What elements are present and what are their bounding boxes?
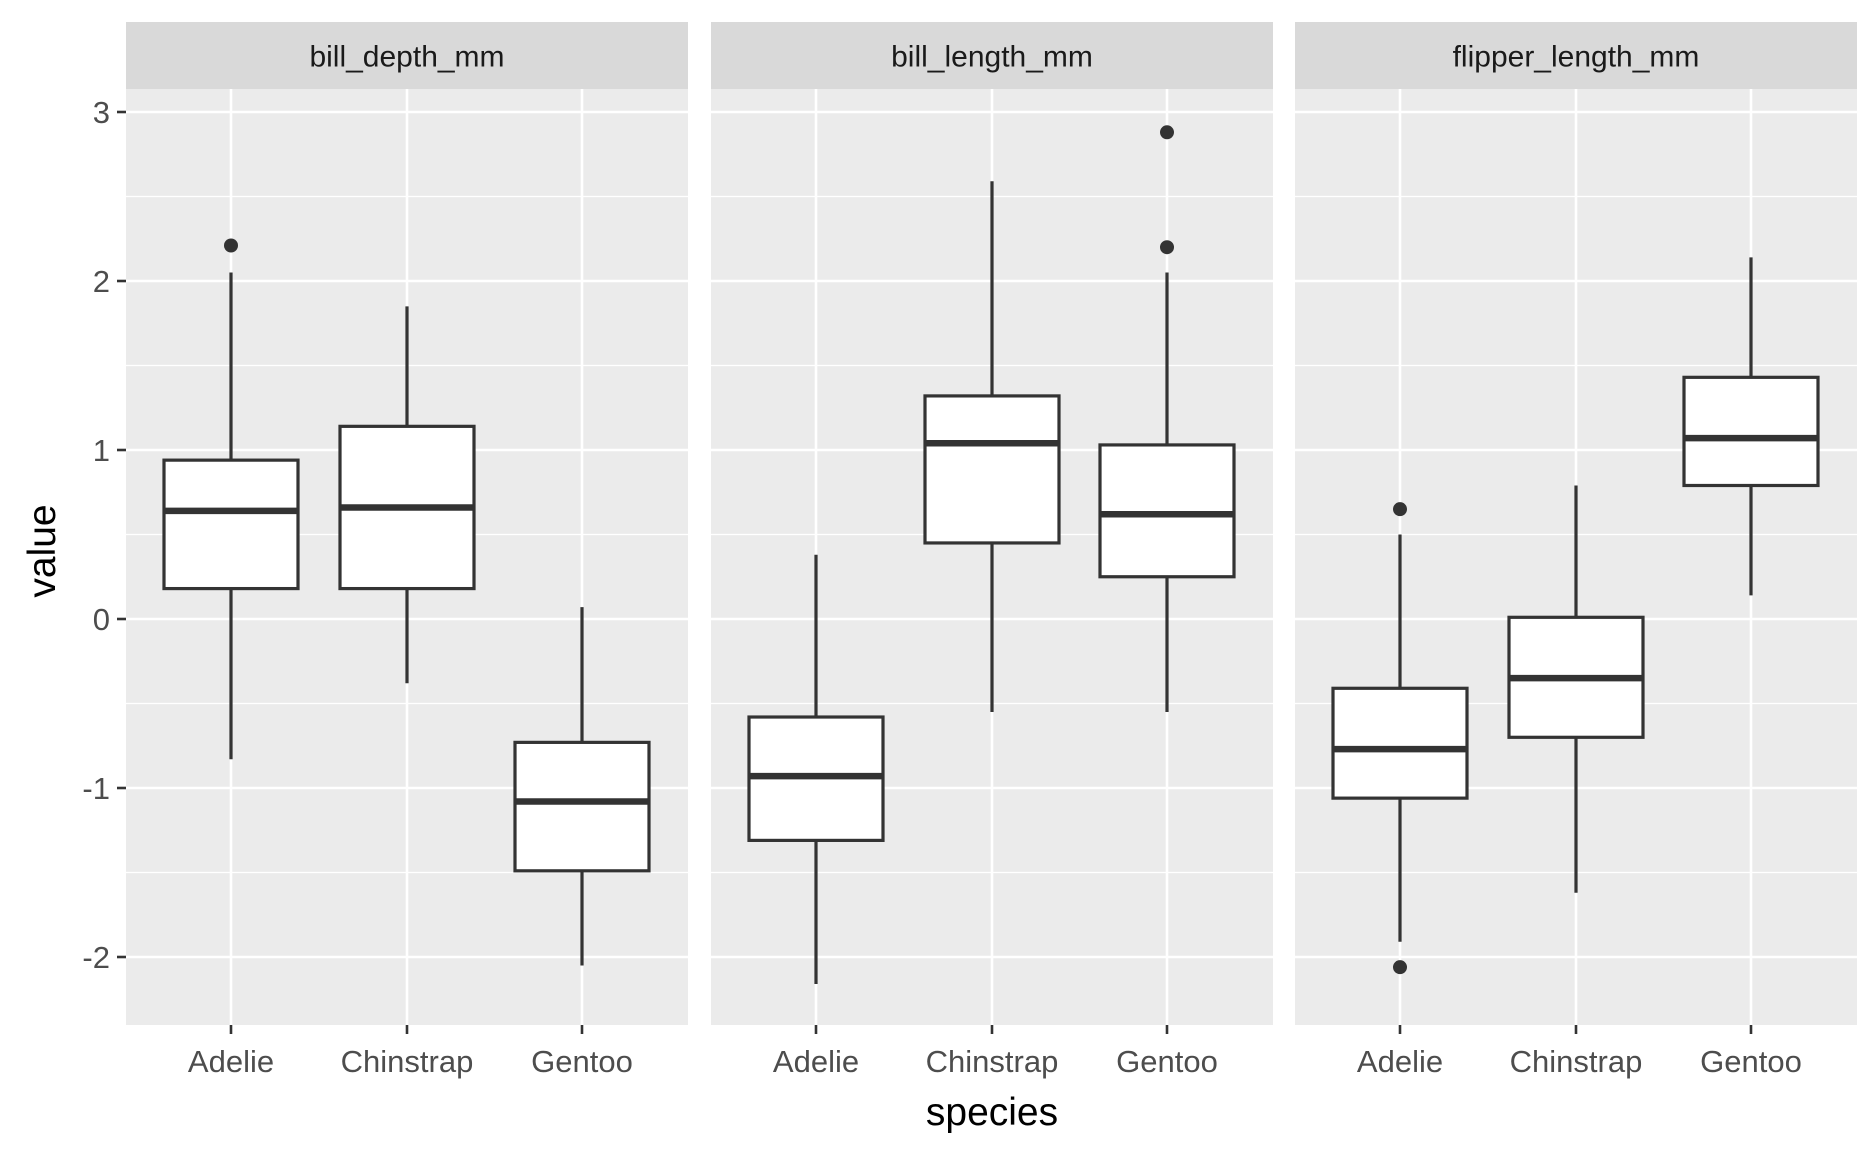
facet-panel-flipper_length_mm: flipper_length_mm Adelie Chinstrap Gentoo — [1295, 22, 1857, 1079]
iqr-box — [1331, 686, 1469, 800]
y-tick-label: -1 — [82, 771, 110, 806]
box-gentoo — [1098, 125, 1236, 712]
box-adelie — [162, 238, 300, 760]
iqr-box — [1098, 443, 1236, 579]
facet-strip-label: flipper_length_mm — [1453, 41, 1700, 74]
box-chinstrap — [1507, 485, 1645, 893]
x-tick-label: Chinstrap — [341, 1044, 474, 1079]
facet-strip — [711, 22, 1273, 89]
x-tick-label: Chinstrap — [1510, 1044, 1643, 1079]
outlier-point — [224, 238, 238, 253]
y-tick-label: 0 — [93, 602, 110, 637]
y-axis-title: value — [21, 504, 64, 597]
y-tick-label: 2 — [93, 264, 110, 299]
x-tick-label: Adelie — [773, 1044, 859, 1079]
facet-strip — [1295, 22, 1857, 89]
iqr-box — [162, 458, 300, 591]
box-chinstrap — [338, 306, 476, 684]
facet-strip-label: bill_depth_mm — [309, 41, 504, 74]
box-adelie — [747, 554, 885, 985]
box-chinstrap — [923, 181, 1061, 712]
outlier-point — [1393, 502, 1407, 517]
box-gentoo — [513, 607, 651, 966]
box-gentoo — [1682, 257, 1820, 596]
y-tick-label: 1 — [93, 433, 110, 468]
facet-strip-label: bill_length_mm — [891, 41, 1093, 74]
y-tick-label: 3 — [93, 95, 110, 130]
x-tick-label: Gentoo — [1700, 1044, 1802, 1079]
facet-panel-bill_length_mm: bill_length_mm Adelie Chinstrap Gentoo — [711, 22, 1273, 1079]
y-axis: 3 2 1 0 -1 -2 — [82, 95, 126, 975]
facet-strip — [126, 22, 688, 89]
x-axis-title: species — [926, 1091, 1058, 1134]
iqr-box — [923, 394, 1061, 545]
iqr-box — [513, 740, 651, 873]
x-tick-label: Chinstrap — [926, 1044, 1059, 1079]
outlier-point — [1393, 960, 1407, 975]
outlier-point — [1160, 125, 1174, 140]
y-tick-label: -2 — [82, 940, 110, 975]
outlier-point — [1160, 240, 1174, 255]
box-adelie — [1331, 502, 1469, 975]
x-tick-label: Gentoo — [531, 1044, 633, 1079]
x-tick-label: Adelie — [1357, 1044, 1443, 1079]
facet-panel-bill_depth_mm: bill_depth_mm Adelie Chinstrap Gentoo — [126, 22, 688, 1079]
iqr-box — [1682, 375, 1820, 488]
x-tick-label: Adelie — [188, 1044, 274, 1079]
x-tick-label: Gentoo — [1116, 1044, 1218, 1079]
